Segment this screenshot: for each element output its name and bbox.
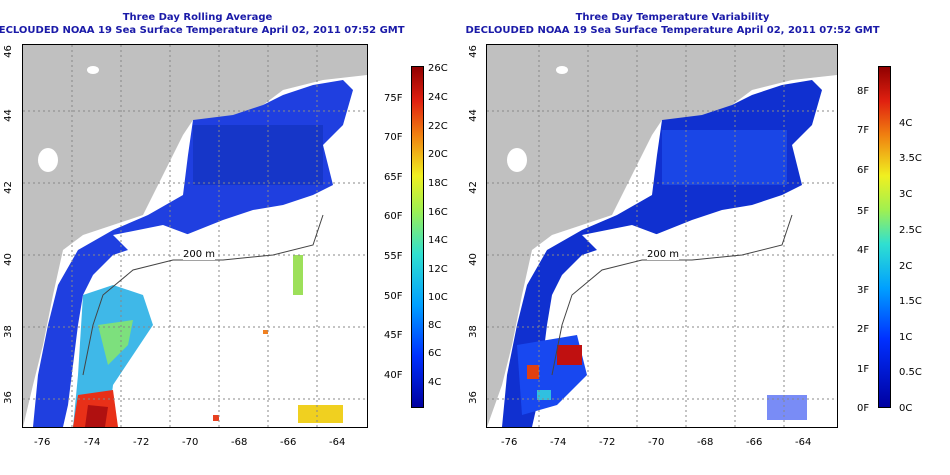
left-cb-c-24: 24C [428, 92, 448, 103]
left-cb-f-45: 45F [384, 330, 403, 341]
right-land [487, 45, 837, 427]
left-lon-72: -72 [133, 437, 150, 448]
left-subtitle: DECLOUDED NOAA 19 Sea Surface Temperatur… [0, 25, 405, 36]
left-cb-c-8: 8C [428, 320, 442, 331]
left-lat-46: 46 [2, 45, 14, 58]
right-gridlines [487, 45, 837, 427]
right-lon-72: -72 [599, 437, 616, 448]
right-title: Three Day Temperature Variability [575, 12, 770, 23]
left-cb-c-4: 4C [428, 377, 442, 388]
right-panel: Three Day Temperature Variability DECLOU… [465, 0, 950, 475]
left-cb-c-12: 12C [428, 264, 448, 275]
right-lat-42: 42 [467, 181, 479, 194]
right-lon-70: -70 [648, 437, 665, 448]
right-cb-f-3: 3F [857, 285, 870, 296]
left-map-graphic [23, 45, 367, 427]
left-lon-70: -70 [182, 437, 199, 448]
right-lat-38: 38 [467, 325, 479, 338]
left-contour-label: 200 m [183, 249, 216, 260]
right-subtitle: DECLOUDED NOAA 19 Sea Surface Temperatur… [465, 25, 880, 36]
left-land [23, 45, 367, 427]
right-contour-label: 200 m [647, 249, 680, 260]
right-cb-c-1-5: 1.5C [899, 296, 922, 307]
left-cb-c-22: 22C [428, 121, 448, 132]
right-cb-f-7: 7F [857, 125, 870, 136]
left-map: 200 m [22, 44, 368, 428]
right-cb-c-3-5: 3.5C [899, 153, 922, 164]
left-lat-44: 44 [2, 109, 14, 122]
right-colorbar [878, 66, 891, 408]
right-lon-64: -64 [795, 437, 812, 448]
right-lat-36: 36 [467, 391, 479, 404]
left-cb-c-26: 26C [428, 63, 448, 74]
left-lat-38: 38 [2, 325, 14, 338]
right-cb-f-6: 6F [857, 165, 870, 176]
left-contour [82, 214, 324, 376]
left-cb-f-65: 65F [384, 172, 403, 183]
right-lat-40: 40 [467, 253, 479, 266]
left-cb-c-20: 20C [428, 149, 448, 160]
right-lat-44: 44 [467, 109, 479, 122]
right-cb-f-4: 4F [857, 245, 870, 256]
right-cb-c-1: 1C [899, 332, 913, 343]
left-cb-f-60: 60F [384, 211, 403, 222]
right-cb-c-2: 2C [899, 261, 913, 272]
right-cb-f-1: 1F [857, 364, 870, 375]
right-cb-c-3: 3C [899, 189, 913, 200]
left-colorbar [411, 66, 424, 408]
left-cb-c-6: 6C [428, 348, 442, 359]
right-cb-c-4: 4C [899, 118, 913, 129]
left-cb-c-14: 14C [428, 235, 448, 246]
right-cb-c-2-5: 2.5C [899, 225, 922, 236]
right-map-graphic [487, 45, 837, 427]
right-cb-f-8: 8F [857, 86, 870, 97]
right-cb-c-0-5: 0.5C [899, 367, 922, 378]
left-lat-40: 40 [2, 253, 14, 266]
left-lon-64: -64 [329, 437, 346, 448]
left-lat-42: 42 [2, 181, 14, 194]
left-cb-f-40: 40F [384, 370, 403, 381]
left-cb-f-55: 55F [384, 251, 403, 262]
left-cb-c-10: 10C [428, 292, 448, 303]
right-map: 200 m [486, 44, 838, 428]
right-lon-66: -66 [746, 437, 763, 448]
right-lon-76: -76 [501, 437, 518, 448]
right-cb-f-2: 2F [857, 324, 870, 335]
right-lon-74: -74 [550, 437, 567, 448]
right-cb-c-0: 0C [899, 403, 913, 414]
left-title: Three Day Rolling Average [122, 12, 273, 23]
left-lon-74: -74 [84, 437, 101, 448]
left-lon-66: -66 [280, 437, 297, 448]
right-cb-f-0: 0F [857, 403, 870, 414]
right-cb-f-5: 5F [857, 206, 870, 217]
left-lat-36: 36 [2, 391, 14, 404]
left-cb-f-50: 50F [384, 291, 403, 302]
left-lon-68: -68 [231, 437, 248, 448]
right-lon-68: -68 [697, 437, 714, 448]
left-panel: Three Day Rolling Average DECLOUDED NOAA… [0, 12, 448, 448]
left-cb-f-75: 75F [384, 93, 403, 104]
left-cb-c-18: 18C [428, 178, 448, 189]
left-lon-76: -76 [34, 437, 51, 448]
right-contour [551, 214, 793, 376]
right-lat-46: 46 [467, 45, 479, 58]
left-cb-f-70: 70F [384, 132, 403, 143]
left-cb-c-16: 16C [428, 207, 448, 218]
